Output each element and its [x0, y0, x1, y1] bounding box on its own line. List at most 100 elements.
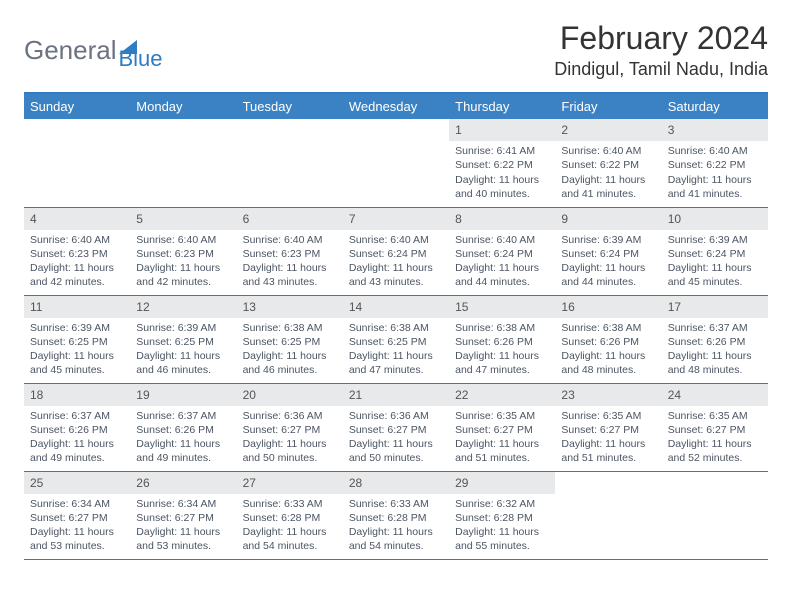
calendar-day-cell: 16Sunrise: 6:38 AMSunset: 6:26 PMDayligh…	[555, 295, 661, 383]
day-body: Sunrise: 6:40 AMSunset: 6:22 PMDaylight:…	[662, 141, 768, 206]
logo-text-general: General	[24, 35, 117, 66]
calendar-day-cell: 14Sunrise: 6:38 AMSunset: 6:25 PMDayligh…	[343, 295, 449, 383]
day-number: 9	[555, 208, 661, 230]
daylight-text: Daylight: 11 hours and 45 minutes.	[668, 261, 762, 289]
sunrise-text: Sunrise: 6:38 AM	[243, 321, 337, 335]
day-body: Sunrise: 6:40 AMSunset: 6:23 PMDaylight:…	[24, 230, 130, 295]
calendar-day-cell: 4Sunrise: 6:40 AMSunset: 6:23 PMDaylight…	[24, 207, 130, 295]
day-number: 12	[130, 296, 236, 318]
daylight-text: Daylight: 11 hours and 51 minutes.	[561, 437, 655, 465]
day-body: Sunrise: 6:36 AMSunset: 6:27 PMDaylight:…	[237, 406, 343, 471]
sunset-text: Sunset: 6:26 PM	[561, 335, 655, 349]
sunrise-text: Sunrise: 6:39 AM	[561, 233, 655, 247]
day-number: 19	[130, 384, 236, 406]
sunset-text: Sunset: 6:22 PM	[455, 158, 549, 172]
calendar-day-cell: 21Sunrise: 6:36 AMSunset: 6:27 PMDayligh…	[343, 383, 449, 471]
title-block: February 2024 Dindigul, Tamil Nadu, Indi…	[554, 20, 768, 80]
sunrise-text: Sunrise: 6:35 AM	[668, 409, 762, 423]
sunrise-text: Sunrise: 6:37 AM	[136, 409, 230, 423]
calendar-day-cell: 19Sunrise: 6:37 AMSunset: 6:26 PMDayligh…	[130, 383, 236, 471]
sunset-text: Sunset: 6:25 PM	[349, 335, 443, 349]
logo: General Blue	[24, 28, 163, 72]
daylight-text: Daylight: 11 hours and 41 minutes.	[668, 173, 762, 201]
calendar-day-cell: 25Sunrise: 6:34 AMSunset: 6:27 PMDayligh…	[24, 471, 130, 559]
sunrise-text: Sunrise: 6:39 AM	[30, 321, 124, 335]
day-body: Sunrise: 6:35 AMSunset: 6:27 PMDaylight:…	[555, 406, 661, 471]
calendar-day-cell: 17Sunrise: 6:37 AMSunset: 6:26 PMDayligh…	[662, 295, 768, 383]
calendar-day-cell: 23Sunrise: 6:35 AMSunset: 6:27 PMDayligh…	[555, 383, 661, 471]
day-body: Sunrise: 6:38 AMSunset: 6:25 PMDaylight:…	[343, 318, 449, 383]
calendar-empty-cell	[130, 119, 236, 207]
sunset-text: Sunset: 6:28 PM	[243, 511, 337, 525]
sunrise-text: Sunrise: 6:40 AM	[668, 144, 762, 158]
sunrise-text: Sunrise: 6:35 AM	[561, 409, 655, 423]
calendar-day-cell: 28Sunrise: 6:33 AMSunset: 6:28 PMDayligh…	[343, 471, 449, 559]
weekday-header: Wednesday	[343, 93, 449, 119]
daylight-text: Daylight: 11 hours and 42 minutes.	[30, 261, 124, 289]
day-number: 1	[449, 119, 555, 141]
calendar-day-cell: 2Sunrise: 6:40 AMSunset: 6:22 PMDaylight…	[555, 119, 661, 207]
weekday-header: Monday	[130, 93, 236, 119]
day-body: Sunrise: 6:40 AMSunset: 6:22 PMDaylight:…	[555, 141, 661, 206]
day-body: Sunrise: 6:34 AMSunset: 6:27 PMDaylight:…	[130, 494, 236, 559]
daylight-text: Daylight: 11 hours and 54 minutes.	[243, 525, 337, 553]
logo-text-blue: Blue	[119, 46, 163, 72]
day-number: 3	[662, 119, 768, 141]
day-body: Sunrise: 6:40 AMSunset: 6:23 PMDaylight:…	[130, 230, 236, 295]
calendar-week-row: 18Sunrise: 6:37 AMSunset: 6:26 PMDayligh…	[24, 383, 768, 471]
daylight-text: Daylight: 11 hours and 53 minutes.	[136, 525, 230, 553]
calendar-day-cell: 11Sunrise: 6:39 AMSunset: 6:25 PMDayligh…	[24, 295, 130, 383]
calendar-head: SundayMondayTuesdayWednesdayThursdayFrid…	[24, 93, 768, 119]
sunrise-text: Sunrise: 6:39 AM	[668, 233, 762, 247]
sunrise-text: Sunrise: 6:40 AM	[349, 233, 443, 247]
day-number: 22	[449, 384, 555, 406]
sunrise-text: Sunrise: 6:34 AM	[30, 497, 124, 511]
day-body: Sunrise: 6:35 AMSunset: 6:27 PMDaylight:…	[449, 406, 555, 471]
weekday-header: Tuesday	[237, 93, 343, 119]
day-number: 13	[237, 296, 343, 318]
daylight-text: Daylight: 11 hours and 55 minutes.	[455, 525, 549, 553]
sunset-text: Sunset: 6:27 PM	[243, 423, 337, 437]
sunrise-text: Sunrise: 6:40 AM	[30, 233, 124, 247]
sunset-text: Sunset: 6:25 PM	[30, 335, 124, 349]
day-body: Sunrise: 6:39 AMSunset: 6:24 PMDaylight:…	[662, 230, 768, 295]
calendar-day-cell: 15Sunrise: 6:38 AMSunset: 6:26 PMDayligh…	[449, 295, 555, 383]
day-body: Sunrise: 6:36 AMSunset: 6:27 PMDaylight:…	[343, 406, 449, 471]
day-number: 24	[662, 384, 768, 406]
weekday-header: Saturday	[662, 93, 768, 119]
sunrise-text: Sunrise: 6:40 AM	[455, 233, 549, 247]
day-number: 8	[449, 208, 555, 230]
sunset-text: Sunset: 6:24 PM	[668, 247, 762, 261]
daylight-text: Daylight: 11 hours and 47 minutes.	[455, 349, 549, 377]
sunrise-text: Sunrise: 6:37 AM	[30, 409, 124, 423]
daylight-text: Daylight: 11 hours and 51 minutes.	[455, 437, 549, 465]
sunset-text: Sunset: 6:26 PM	[136, 423, 230, 437]
day-number: 20	[237, 384, 343, 406]
sunset-text: Sunset: 6:27 PM	[30, 511, 124, 525]
day-body: Sunrise: 6:32 AMSunset: 6:28 PMDaylight:…	[449, 494, 555, 559]
sunset-text: Sunset: 6:27 PM	[668, 423, 762, 437]
daylight-text: Daylight: 11 hours and 50 minutes.	[243, 437, 337, 465]
day-number: 21	[343, 384, 449, 406]
calendar-body: 1Sunrise: 6:41 AMSunset: 6:22 PMDaylight…	[24, 119, 768, 559]
sunrise-text: Sunrise: 6:40 AM	[243, 233, 337, 247]
day-body: Sunrise: 6:35 AMSunset: 6:27 PMDaylight:…	[662, 406, 768, 471]
sunset-text: Sunset: 6:27 PM	[349, 423, 443, 437]
day-number: 15	[449, 296, 555, 318]
daylight-text: Daylight: 11 hours and 43 minutes.	[243, 261, 337, 289]
sunrise-text: Sunrise: 6:36 AM	[349, 409, 443, 423]
calendar-day-cell: 5Sunrise: 6:40 AMSunset: 6:23 PMDaylight…	[130, 207, 236, 295]
calendar-day-cell: 3Sunrise: 6:40 AMSunset: 6:22 PMDaylight…	[662, 119, 768, 207]
sunset-text: Sunset: 6:28 PM	[349, 511, 443, 525]
month-title: February 2024	[554, 20, 768, 57]
sunset-text: Sunset: 6:27 PM	[455, 423, 549, 437]
calendar-empty-cell	[343, 119, 449, 207]
day-body: Sunrise: 6:38 AMSunset: 6:26 PMDaylight:…	[555, 318, 661, 383]
calendar-day-cell: 13Sunrise: 6:38 AMSunset: 6:25 PMDayligh…	[237, 295, 343, 383]
calendar-empty-cell	[24, 119, 130, 207]
calendar-day-cell: 10Sunrise: 6:39 AMSunset: 6:24 PMDayligh…	[662, 207, 768, 295]
day-number: 6	[237, 208, 343, 230]
calendar-day-cell: 24Sunrise: 6:35 AMSunset: 6:27 PMDayligh…	[662, 383, 768, 471]
sunrise-text: Sunrise: 6:39 AM	[136, 321, 230, 335]
day-body: Sunrise: 6:39 AMSunset: 6:24 PMDaylight:…	[555, 230, 661, 295]
